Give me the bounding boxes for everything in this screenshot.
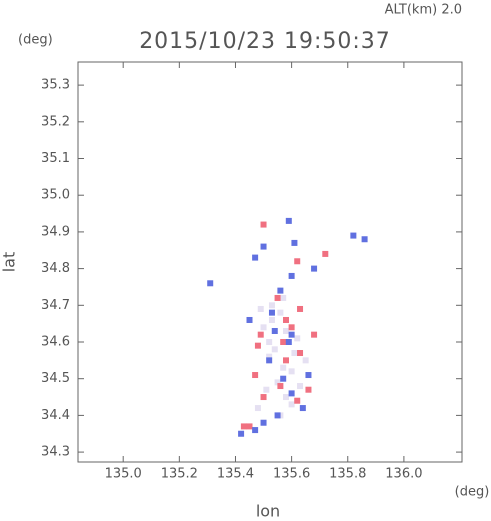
data-cell [288,401,295,408]
data-cell [268,302,275,309]
y-tick-label: 35.0 [41,188,70,203]
y-tick-label: 34.5 [41,371,70,386]
data-cell [260,243,267,250]
x-tick-label: 136.0 [385,467,422,482]
data-cell [288,390,295,397]
data-cell [274,412,281,419]
data-cell [246,423,253,430]
data-cell [280,375,287,382]
data-cell [285,339,292,345]
y-tick-label: 34.9 [41,224,70,239]
data-cell [260,419,267,426]
x-tick-label: 135.6 [273,467,310,482]
data-cell [297,350,304,357]
data-cell [283,394,289,401]
data-cell [271,346,278,353]
data-cell [283,327,289,334]
data-cell [277,309,284,316]
data-cell [271,327,278,334]
data-cell [283,357,289,364]
y-axis-label: lat [0,252,19,273]
data-cell [238,430,245,437]
data-cell [274,379,281,386]
y-tick-label: 34.4 [41,408,70,423]
data-cell [311,331,318,338]
x-tick-label: 135.0 [105,467,142,482]
data-cell [260,324,267,331]
y-tick-label: 35.1 [41,151,70,166]
data-cell [266,339,273,345]
data-cell [280,364,287,371]
y-unit: (deg) [18,33,53,48]
y-tick-label: 35.3 [41,78,70,93]
data-cell [277,287,284,294]
data-cell [280,339,287,345]
data-cell [260,394,267,401]
data-cell [305,386,312,393]
x-axis-label: lon [256,502,280,521]
data-cell [268,309,275,316]
data-cell [294,397,301,404]
data-cell [207,280,214,287]
data-cell [294,335,301,342]
data-cell [254,342,261,349]
data-cell [268,316,275,323]
data-cell [297,305,304,312]
data-cell [266,357,273,364]
data-cell [299,405,306,412]
data-cell [294,258,301,265]
data-cell [266,353,273,360]
data-cell [263,386,270,393]
data-cell [257,331,264,338]
data-cell [305,372,312,379]
data-cell [277,383,284,390]
data-cell [274,294,281,301]
y-tick-label: 34.8 [41,261,70,276]
data-cell [288,368,295,375]
x-unit: (deg) [455,485,490,500]
y-tick-label: 34.7 [41,298,70,313]
data-cell [252,427,259,434]
data-cell [361,236,368,243]
data-cell [252,372,259,379]
data-cell [288,272,295,279]
data-cell [291,350,298,357]
x-tick-label: 135.4 [217,467,254,482]
data-cell [297,383,304,390]
y-tick-label: 34.3 [41,445,70,460]
data-cell [350,232,357,239]
data-cell [285,217,292,224]
data-cell [260,221,267,228]
y-tick-label: 34.6 [41,335,70,350]
data-cell [288,324,295,331]
data-cell [240,423,247,430]
data-cell [257,305,264,312]
data-cell [254,405,261,412]
altitude: ALT(km) 2.0 [385,3,462,18]
x-tick-label: 135.2 [161,467,198,482]
data-cell [311,265,318,272]
data-cell [288,331,295,338]
plot-frame [77,61,463,463]
data-cell [322,250,329,257]
data-cell [252,254,259,261]
data-cell [283,316,289,323]
data-cell [302,357,309,364]
data-cell [246,316,253,323]
chart-title: 2015/10/23 19:50:37 [139,29,391,54]
data-cell [280,294,287,301]
data-cell [291,239,298,246]
y-tick-label: 35.2 [41,114,70,129]
x-tick-label: 135.8 [329,467,366,482]
